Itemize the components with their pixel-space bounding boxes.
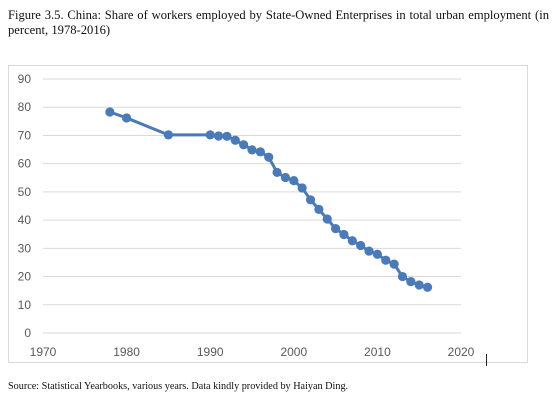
y-tick-label: 90 [18,72,32,86]
data-point-2007 [347,236,357,246]
y-tick-label: 70 [18,128,32,142]
y-tick-labels: 0 10 20 30 40 50 60 70 80 90 [18,72,32,340]
data-point-2001 [297,183,307,193]
data-point-1999 [280,172,291,183]
edge-mark [486,354,487,366]
x-tick-label: 2020 [448,345,475,359]
y-tick-label: 60 [18,157,32,171]
y-tick-label: 10 [18,298,32,312]
data-point-2009 [364,246,374,256]
gridlines [43,78,461,334]
y-tick-label: 80 [18,100,32,114]
x-tick-label: 1970 [30,345,57,359]
data-point-1980 [122,113,132,123]
data-point-1994 [239,140,249,150]
data-point-1996 [255,147,265,157]
data-point-2015 [414,280,424,290]
data-point-2008 [356,240,366,251]
line-chart: 0 10 20 30 40 50 60 70 80 90 1970 1980 1990 2000 2010… [18,72,475,359]
data-point-2012 [389,259,399,269]
data-point-1995 [247,145,257,155]
data-point-2005 [331,223,341,234]
data-points [105,107,433,292]
y-tick-label: 50 [18,185,32,199]
x-tick-label: 2010 [364,345,391,359]
x-tick-label: 1990 [197,345,224,359]
data-point-2006 [339,229,349,240]
data-point-2004 [322,214,332,224]
data-point-2000 [289,176,299,186]
data-point-1990 [205,130,215,140]
data-point-2011 [381,255,391,265]
data-point-1985 [163,130,173,140]
source-note: Source: Statistical Yearbooks, various y… [8,381,349,392]
chart-frame [8,65,528,363]
data-point-2016 [422,282,433,292]
y-tick-label: 40 [18,213,32,227]
data-point-1993 [230,135,240,145]
figure-title: Figure 3.5. China: Share of workers empl… [8,8,549,37]
series-line [109,110,428,289]
data-point-1991 [213,131,224,141]
x-tick-label: 1980 [113,345,140,359]
data-point-2014 [406,277,416,287]
x-tick-labels: 1970 1980 1990 2000 2010 2020 [30,345,475,359]
data-point-1992 [222,131,232,141]
data-point-1997 [264,152,274,162]
y-tick-label: 20 [18,270,32,284]
data-point-1998 [272,167,282,178]
data-point-2002 [305,195,316,205]
x-tick-label: 2000 [280,345,307,359]
y-tick-label: 0 [24,326,31,340]
data-point-2010 [372,249,382,259]
y-tick-label: 30 [18,241,32,255]
data-point-1978 [105,107,115,117]
data-point-2013 [397,271,408,282]
data-point-2003 [314,204,324,214]
